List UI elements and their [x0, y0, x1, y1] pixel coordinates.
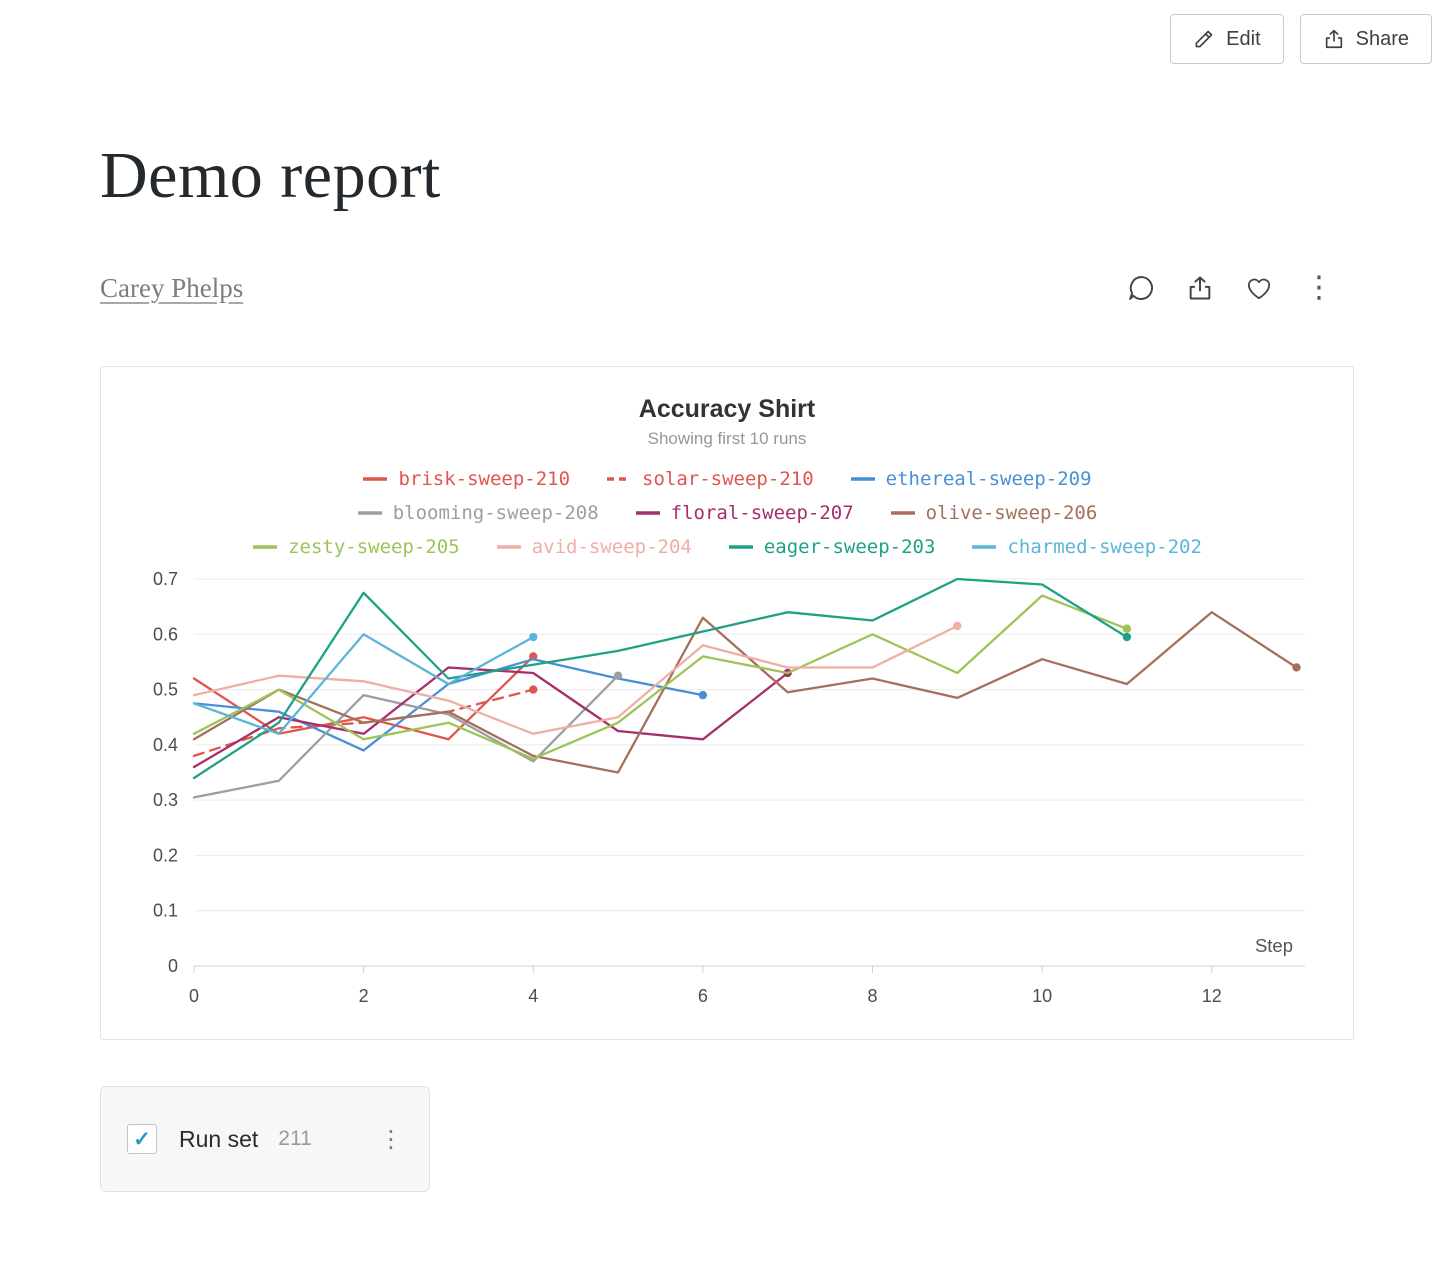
- series-line-eager-sweep-203[interactable]: [192, 577, 1129, 780]
- svg-text:0.4: 0.4: [153, 735, 178, 755]
- legend-row: brisk-sweep-210 solar-sweep-210 ethereal-s…: [101, 462, 1353, 496]
- comment-icon[interactable]: [1126, 273, 1156, 303]
- toolbar: Edit Share: [1170, 14, 1432, 64]
- pencil-icon: [1193, 28, 1215, 50]
- series-endpoint-brisk-sweep-210: [529, 652, 538, 661]
- series-endpoint-blooming-sweep-208: [613, 671, 623, 680]
- legend-swatch-icon: [890, 511, 915, 515]
- legend-item-zesty-sweep-205[interactable]: zesty-sweep-205: [252, 536, 460, 558]
- legend-item-ethereal-sweep-209[interactable]: ethereal-sweep-209: [850, 468, 1092, 490]
- svg-text:0.1: 0.1: [153, 901, 178, 921]
- series-line-floral-sweep-207[interactable]: [192, 666, 789, 769]
- legend-item-blooming-sweep-208[interactable]: blooming-sweep-208: [357, 502, 599, 524]
- more-options-icon[interactable]: ⋮: [1304, 270, 1334, 305]
- legend-swatch-icon: [728, 545, 753, 549]
- legend-swatch-icon: [635, 511, 660, 515]
- legend-row: blooming-sweep-208 floral-sweep-207 olive-…: [101, 496, 1353, 530]
- share-button[interactable]: Share: [1299, 14, 1432, 64]
- legend-swatch-icon: [496, 545, 521, 549]
- svg-text:2: 2: [359, 986, 369, 1006]
- legend-swatch-icon: [357, 511, 382, 515]
- series-endpoint-olive-sweep-206: [1292, 663, 1301, 672]
- edit-button[interactable]: Edit: [1170, 14, 1284, 64]
- heart-icon[interactable]: [1244, 273, 1274, 303]
- series-line-zesty-sweep-205[interactable]: [192, 594, 1129, 760]
- svg-text:4: 4: [528, 986, 538, 1006]
- legend-swatch-icon: [253, 545, 278, 549]
- legend-swatch-icon: [972, 545, 997, 549]
- edit-button-label: Edit: [1226, 27, 1261, 50]
- export-icon[interactable]: [1186, 274, 1214, 302]
- svg-text:0.2: 0.2: [153, 845, 178, 865]
- svg-text:0: 0: [189, 986, 199, 1006]
- series-endpoint-avid-sweep-204: [953, 621, 962, 631]
- series-endpoint-ethereal-sweep-209: [698, 690, 708, 700]
- svg-text:0.3: 0.3: [153, 790, 178, 810]
- legend-item-solar-sweep-210[interactable]: solar-sweep-210: [606, 468, 814, 490]
- series-line-charmed-sweep-202[interactable]: [192, 633, 535, 735]
- runset-checkbox[interactable]: ✓: [127, 1124, 157, 1154]
- series-line-olive-sweep-206[interactable]: [192, 611, 1298, 774]
- svg-text:8: 8: [867, 986, 877, 1006]
- chart-panel[interactable]: Accuracy Shirt Showing first 10 runs bri…: [100, 366, 1354, 1040]
- report-actions: ⋮: [1126, 273, 1334, 303]
- series-endpoint-eager-sweep-203: [1122, 632, 1132, 642]
- series-line-avid-sweep-204[interactable]: [192, 624, 959, 735]
- accuracy-chart[interactable]: 0 0.1 0.2 0.3 0.4 0.5 0.6 0.7 0 2 4 6 8 10 12 Step: [101, 564, 1353, 1034]
- page-title: Demo report: [100, 139, 441, 212]
- svg-text:0: 0: [168, 956, 178, 976]
- legend-swatch-icon: [607, 477, 632, 481]
- svg-text:6: 6: [698, 986, 708, 1006]
- author-link[interactable]: Carey Phelps: [100, 272, 244, 303]
- legend-item-floral-sweep-207[interactable]: floral-sweep-207: [635, 502, 854, 524]
- chart-legend: brisk-sweep-210 solar-sweep-210 ethereal-s…: [101, 462, 1353, 564]
- series-endpoint-solar-sweep-210: [529, 685, 538, 694]
- svg-text:0.5: 0.5: [153, 680, 178, 700]
- legend-swatch-icon: [850, 477, 875, 481]
- series-endpoint-charmed-sweep-202: [529, 632, 538, 642]
- author-row: Carey Phelps ⋮: [100, 264, 1334, 312]
- legend-item-olive-sweep-206[interactable]: olive-sweep-206: [890, 502, 1097, 524]
- legend-item-charmed-sweep-202[interactable]: charmed-sweep-202: [971, 536, 1202, 558]
- runset-count: 211: [278, 1127, 312, 1150]
- legend-item-eager-sweep-203[interactable]: eager-sweep-203: [728, 536, 935, 558]
- legend-item-avid-sweep-204[interactable]: avid-sweep-204: [496, 536, 692, 558]
- svg-text:0.6: 0.6: [153, 624, 178, 644]
- series-line-ethereal-sweep-209[interactable]: [192, 658, 705, 752]
- share-button-label: Share: [1355, 27, 1409, 50]
- legend-row: zesty-sweep-205 avid-sweep-204 eager-sweep…: [101, 530, 1353, 564]
- runset-label: Run set: [179, 1125, 259, 1152]
- legend-swatch-icon: [363, 477, 388, 481]
- svg-text:10: 10: [1032, 986, 1052, 1006]
- runset-more-options-icon[interactable]: ⋮: [379, 1125, 403, 1153]
- chart-title: Accuracy Shirt: [638, 395, 816, 423]
- series-endpoint-zesty-sweep-205: [1122, 624, 1132, 633]
- chart-subtitle: Showing first 10 runs: [647, 429, 807, 448]
- legend-item-brisk-sweep-210[interactable]: brisk-sweep-210: [362, 468, 570, 490]
- svg-text:0.7: 0.7: [153, 569, 178, 589]
- runset-card: ✓ Run set 211 ⋮: [100, 1086, 430, 1192]
- series-line-blooming-sweep-208[interactable]: [192, 674, 620, 799]
- share-icon: [1323, 28, 1345, 50]
- svg-text:Step: Step: [1255, 935, 1293, 956]
- svg-text:12: 12: [1202, 986, 1222, 1006]
